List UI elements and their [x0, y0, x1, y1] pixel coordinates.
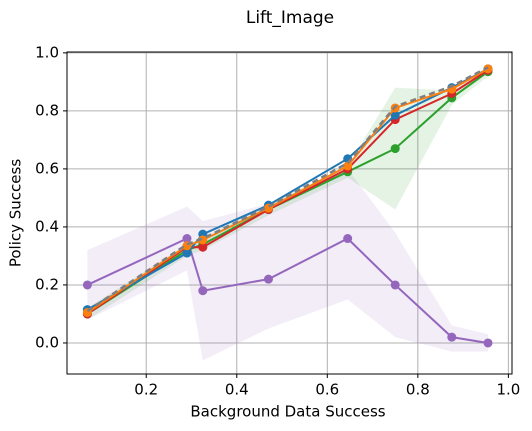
series-marker — [182, 248, 192, 258]
series-marker — [198, 286, 208, 296]
x-tick-label: 1.0 — [496, 381, 520, 399]
series-marker — [390, 110, 400, 120]
series-marker — [198, 242, 208, 252]
series-marker — [390, 280, 400, 290]
series-marker — [483, 338, 493, 348]
y-tick-label: 1.0 — [35, 43, 59, 61]
y-tick-label: 0.4 — [35, 217, 59, 235]
x-tick-label: 0.4 — [225, 381, 249, 399]
x-axis-label: Background Data Success — [190, 403, 385, 421]
series-marker — [198, 235, 208, 245]
series-marker — [390, 144, 400, 154]
confidence-band — [87, 67, 489, 320]
series-marker — [343, 234, 353, 244]
series-marker — [343, 161, 353, 171]
x-tick-label: 0.6 — [315, 381, 339, 399]
chart-title: Lift_Image — [246, 8, 334, 28]
y-axis-label: Policy Success — [7, 159, 25, 267]
series-marker — [82, 280, 92, 290]
x-tick-label: 0.2 — [134, 381, 158, 399]
x-tick-label: 0.8 — [406, 381, 430, 399]
y-tick-label: 0.8 — [35, 101, 59, 119]
series-marker — [182, 234, 192, 244]
y-tick-label: 0.6 — [35, 159, 59, 177]
confidence-band — [87, 168, 489, 361]
series-line — [86, 66, 489, 313]
series-marker — [263, 274, 273, 284]
plot-frame — [66, 51, 513, 375]
series-marker — [483, 64, 493, 74]
series-marker — [447, 332, 457, 342]
y-tick-label: 0.0 — [35, 333, 59, 351]
y-tick-label: 0.2 — [35, 275, 59, 293]
